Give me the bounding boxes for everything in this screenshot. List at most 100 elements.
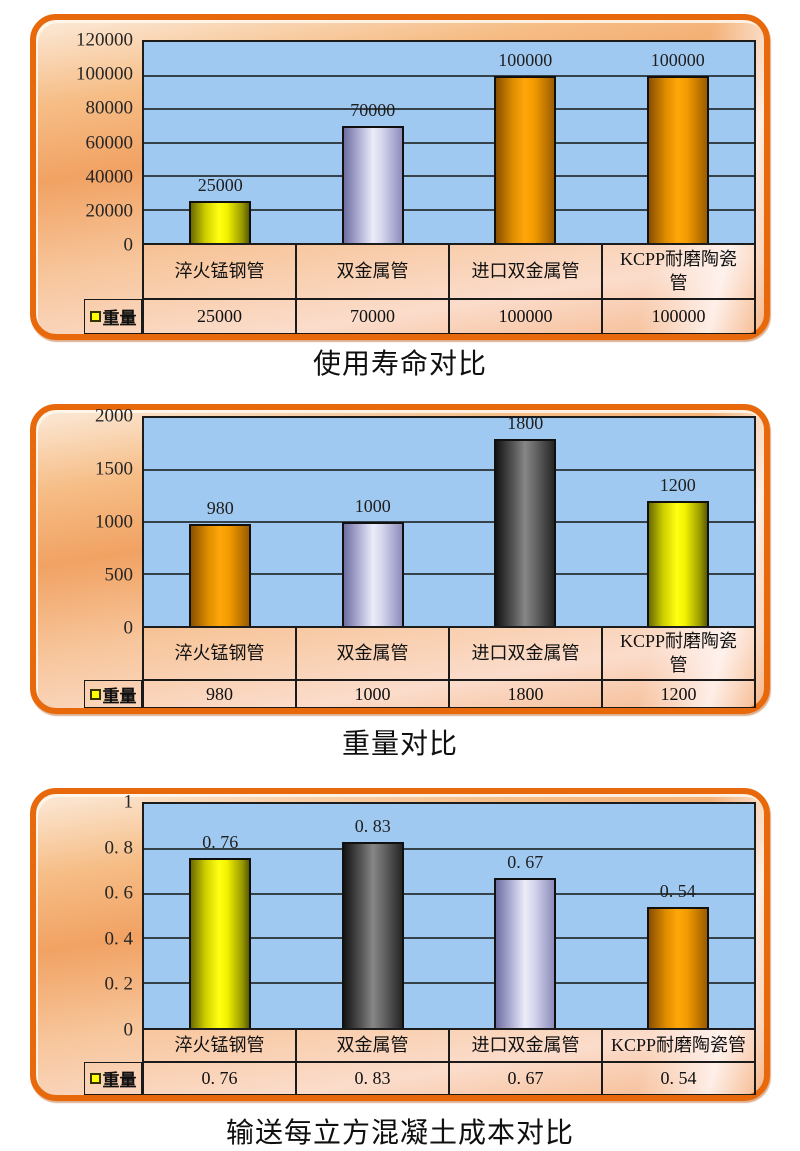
legend-spacer [36, 299, 84, 334]
chart-panel-lifespan: 0 20000 40000 60000 80000 100000 120000 25000 7… [30, 14, 770, 340]
legend-cell: 重量 [84, 1062, 142, 1095]
bar-进口双金属管 [494, 877, 557, 1028]
right-pad [756, 245, 764, 299]
category-label: 淬火锰钢管 [143, 1030, 296, 1062]
table-value: 0. 67 [449, 1062, 602, 1095]
category-label: 双金属管 [296, 1030, 449, 1062]
bar-value-label: 100000 [498, 49, 553, 70]
category-label: 进口双金属管 [449, 1030, 602, 1062]
plot-row: 0 20000 40000 60000 80000 100000 120000 25000 7… [36, 31, 764, 255]
y-tick-label: 1 [123, 791, 134, 813]
category-label: 进口双金属管 [449, 245, 602, 299]
bar-value-label: 980 [206, 498, 234, 519]
legend-label: 重量 [102, 1071, 137, 1090]
legend-marker-icon [89, 1073, 101, 1084]
bar-value-label: 1200 [659, 475, 696, 496]
y-tick-label: 80000 [85, 97, 134, 119]
bar-value-label: 25000 [197, 175, 243, 196]
gridline [144, 469, 754, 471]
y-tick-label: 0. 2 [104, 973, 134, 995]
y-tick-label: 1000 [95, 511, 133, 533]
chart-title-weight: 重量对比 [341, 729, 458, 760]
y-tick-label: 0. 4 [104, 928, 134, 950]
table-value: 70000 [296, 299, 449, 334]
value-cells: 980 1000 1800 1200 [142, 680, 756, 708]
plot-row: 0 0. 2 0. 4 0. 6 0. 8 1 0. 76 0. 83 0. 67 0. 54 [36, 793, 764, 1040]
table-value: 0. 76 [143, 1062, 296, 1095]
bar-value-label: 1800 [507, 412, 544, 433]
legend-marker-icon [89, 688, 101, 700]
gridline [144, 847, 754, 850]
category-label: 淬火锰钢管 [143, 628, 296, 680]
plot-area: 25000 70000 100000 100000 [142, 40, 756, 245]
right-pad [756, 628, 764, 680]
y-tick-label: 0 [123, 234, 134, 256]
bar-淬火锰钢管 [189, 201, 252, 243]
chart-panel-weight: 0 500 1000 1500 2000 980 1000 1800 1200 淬火锰钢管 双金… [30, 404, 770, 714]
right-pad [756, 680, 764, 708]
table-value: 100000 [602, 299, 755, 334]
value-cells: 25000 70000 100000 100000 [142, 299, 756, 334]
plot-area: 980 1000 1800 1200 [142, 412, 756, 628]
y-tick-label: 40000 [85, 166, 134, 188]
right-pad [756, 802, 764, 1030]
right-pad [756, 40, 764, 245]
bar-KCPP耐磨陶瓷管 [646, 501, 709, 626]
value-row: 重量 0. 76 0. 83 0. 67 0. 54 [36, 1062, 764, 1095]
y-axis: 0 500 1000 1500 2000 [36, 407, 142, 638]
chart-title-lifespan: 使用寿命对比 [312, 349, 487, 380]
bar-value-label: 0. 54 [659, 881, 696, 902]
category-label: 双金属管 [296, 245, 449, 299]
right-pad [756, 1030, 764, 1062]
bar-淬火锰钢管 [189, 524, 252, 626]
legend-marker-icon [89, 311, 101, 322]
category-label: 淬火锰钢管 [143, 245, 296, 299]
legend-cell: 重量 [84, 680, 142, 708]
value-row: 重量 980 1000 1800 1200 [36, 680, 764, 708]
y-axis: 0 0. 2 0. 4 0. 6 0. 8 1 [36, 793, 142, 1040]
chart-title-cost: 输送每立方混凝土成本对比 [225, 1118, 574, 1149]
category-row: 淬火锰钢管 双金属管 进口双金属管 KCPP耐磨陶瓷管 [36, 1030, 764, 1062]
category-cells: 淬火锰钢管 双金属管 进口双金属管 KCPP耐磨陶瓷 管 [142, 628, 756, 680]
legend-label: 重量 [102, 309, 137, 328]
category-cells: 淬火锰钢管 双金属管 进口双金属管 KCPP耐磨陶瓷管 [142, 1030, 756, 1062]
chart-block-lifespan: 0 20000 40000 60000 80000 100000 120000 25000 7… [30, 14, 770, 382]
plot-area: 0. 76 0. 83 0. 67 0. 54 [142, 802, 756, 1030]
bar-进口双金属管 [494, 438, 557, 626]
category-label: 进口双金属管 [449, 628, 602, 680]
value-cells: 0. 76 0. 83 0. 67 0. 54 [142, 1062, 756, 1095]
y-tick-label: 60000 [85, 132, 134, 153]
category-label: 双金属管 [296, 628, 449, 680]
right-pad [756, 1062, 764, 1095]
y-axis: 0 20000 40000 60000 80000 100000 120000 [36, 31, 142, 255]
bar-value-label: 0. 83 [354, 816, 391, 837]
bar-value-label: 1000 [354, 496, 391, 516]
value-row: 重量 25000 70000 100000 100000 [36, 299, 764, 334]
right-pad [756, 299, 764, 334]
bar-双金属管 [341, 522, 404, 626]
bar-value-label: 0. 67 [507, 851, 544, 872]
table-value: 1000 [296, 680, 449, 708]
y-tick-label: 2000 [95, 405, 133, 427]
y-tick-label: 100000 [76, 63, 133, 85]
category-row: 淬火锰钢管 双金属管 进口双金属管 KCPP耐磨陶瓷 管 [36, 245, 764, 299]
y-tick-label: 0 [123, 1019, 134, 1041]
y-tick-label: 1500 [95, 458, 133, 480]
right-pad [756, 416, 764, 628]
table-value: 980 [143, 680, 296, 708]
y-tick-label: 0. 6 [104, 882, 134, 904]
bar-双金属管 [341, 842, 404, 1028]
category-label: KCPP耐磨陶瓷 管 [602, 628, 755, 680]
bar-value-label: 100000 [650, 49, 705, 70]
bar-value-label: 0. 76 [202, 831, 239, 852]
bar-淬火锰钢管 [189, 857, 252, 1028]
category-label: KCPP耐磨陶瓷 管 [602, 245, 755, 299]
table-value: 100000 [449, 299, 602, 334]
y-tick-label: 20000 [85, 200, 134, 222]
category-row: 淬火锰钢管 双金属管 进口双金属管 KCPP耐磨陶瓷 管 [36, 628, 764, 680]
bar-KCPP耐磨陶瓷管 [646, 907, 709, 1028]
y-tick-label: 500 [104, 564, 134, 586]
